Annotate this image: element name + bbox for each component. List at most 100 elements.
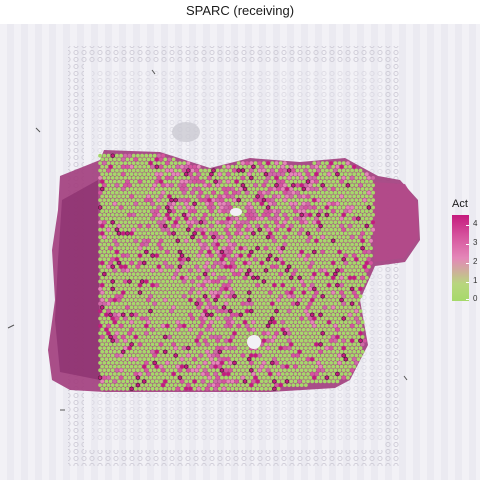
spot — [140, 301, 145, 306]
spot — [257, 242, 262, 247]
spot — [299, 383, 304, 387]
spot — [241, 361, 245, 365]
spot — [142, 246, 147, 251]
spot — [257, 227, 262, 232]
spot — [354, 205, 359, 210]
spot — [322, 201, 327, 206]
spot — [222, 224, 226, 228]
spot — [148, 287, 153, 291]
spot — [154, 261, 159, 265]
spot — [304, 264, 308, 269]
spot — [262, 264, 266, 269]
spot — [224, 361, 229, 365]
spot — [182, 227, 187, 232]
spot — [131, 205, 136, 210]
spot — [352, 231, 357, 236]
spot — [163, 305, 168, 310]
spot — [110, 361, 115, 365]
spot — [371, 176, 375, 180]
spot — [283, 309, 287, 313]
spot — [310, 335, 315, 339]
spot — [201, 231, 205, 236]
spot — [316, 338, 321, 343]
spot — [154, 312, 159, 317]
spot — [362, 227, 367, 232]
spot — [115, 287, 119, 291]
spot — [146, 357, 151, 362]
spot — [255, 187, 260, 191]
spot — [184, 342, 189, 347]
spot — [171, 172, 176, 177]
spot — [264, 372, 268, 376]
spot — [236, 197, 241, 203]
spot — [119, 198, 123, 203]
spot — [241, 250, 245, 254]
spot — [146, 312, 151, 317]
spot — [199, 301, 203, 306]
spot — [108, 364, 113, 369]
spot — [144, 153, 149, 158]
spot — [201, 268, 205, 273]
spot — [121, 342, 126, 347]
spot — [178, 183, 182, 188]
spot — [293, 216, 298, 221]
spot — [129, 290, 134, 295]
spot — [112, 379, 117, 384]
spot — [259, 164, 264, 169]
spot — [266, 198, 270, 203]
spot — [331, 172, 336, 177]
spot — [238, 305, 243, 310]
spot — [299, 368, 304, 373]
spot — [190, 183, 195, 188]
spot — [264, 283, 268, 288]
spot — [238, 246, 243, 251]
spot — [136, 368, 140, 373]
legend-tick-label: 1 — [473, 276, 478, 285]
spot — [304, 272, 308, 276]
spot — [154, 283, 159, 288]
spot — [305, 231, 311, 236]
spot — [108, 172, 113, 177]
spot — [306, 342, 310, 347]
spot — [207, 375, 212, 380]
spot — [337, 309, 342, 313]
spot — [331, 298, 336, 302]
spot — [119, 338, 123, 343]
spot — [245, 213, 250, 217]
spot — [129, 283, 134, 288]
spot — [350, 198, 354, 203]
spot — [278, 242, 283, 247]
spot — [175, 342, 180, 347]
spot — [327, 238, 331, 243]
spot — [291, 294, 296, 299]
spot — [163, 253, 168, 258]
spot — [304, 316, 308, 321]
spot — [276, 335, 281, 339]
spot — [133, 201, 138, 206]
spot — [133, 209, 138, 214]
spot — [190, 190, 195, 195]
spot — [131, 227, 136, 232]
spot — [251, 372, 256, 376]
spot — [203, 205, 208, 210]
spot — [117, 187, 121, 191]
spot — [228, 272, 233, 276]
spot — [301, 261, 306, 265]
spot — [320, 176, 325, 180]
spot — [241, 257, 245, 262]
spot — [364, 268, 369, 273]
spot — [217, 305, 222, 310]
spot — [243, 201, 247, 206]
spot — [175, 290, 180, 295]
spot — [259, 283, 264, 288]
spot — [322, 187, 327, 191]
spot — [106, 301, 111, 306]
spot — [348, 283, 352, 288]
spot — [140, 383, 145, 387]
spot — [131, 375, 136, 380]
spot — [150, 246, 155, 251]
spot — [253, 213, 258, 217]
spot — [308, 361, 312, 365]
spot — [175, 305, 180, 310]
spot — [266, 294, 270, 299]
